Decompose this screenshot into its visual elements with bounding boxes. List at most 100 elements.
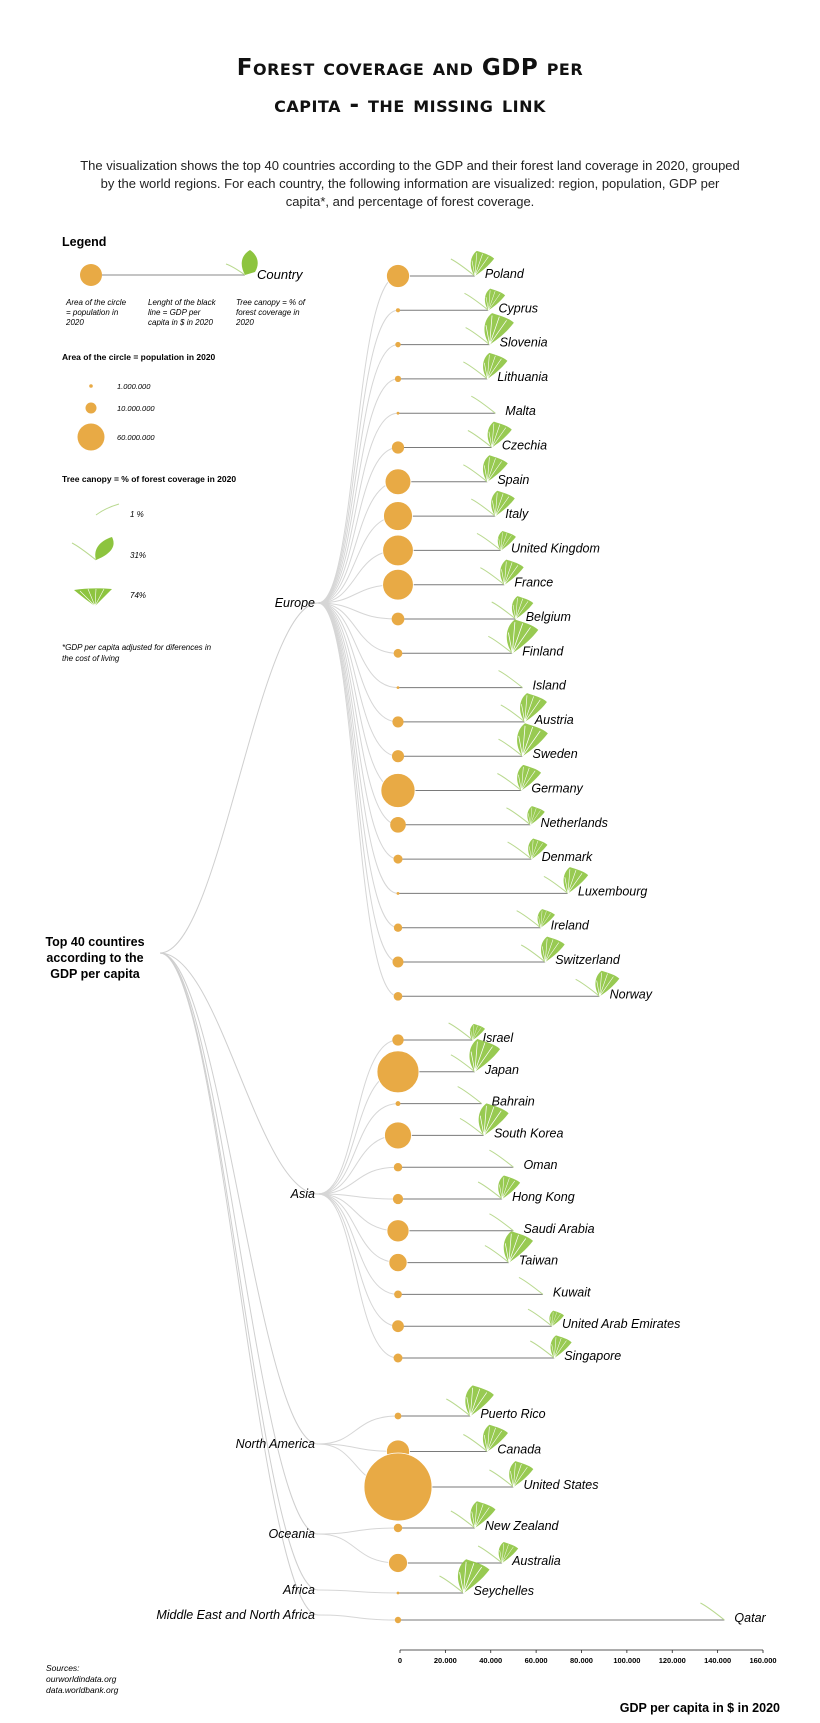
- legend-line-note-line1: Lenght of the black: [148, 298, 217, 307]
- population-circle: [388, 1553, 408, 1573]
- canopy-mark: [537, 909, 555, 928]
- region-country-link: [317, 602, 399, 620]
- region-country-link: [317, 602, 399, 894]
- legend-canopy-74pct-ribs: [79, 588, 105, 607]
- canopy-ribs: [470, 1041, 493, 1073]
- country-label: Lithuania: [497, 370, 548, 384]
- population-circle: [392, 956, 404, 968]
- x-axis: 0 20.000 40.000 60.000 80.000 100.000 120.000 1…: [398, 1649, 777, 1665]
- legend-canopy-note: Tree canopy = % of forest coverage in 20…: [235, 298, 307, 327]
- canopy-mark: [595, 970, 620, 997]
- sources-line-1: ourworldindata.org: [46, 1674, 117, 1684]
- canopy-ribs: [512, 597, 529, 620]
- country-label: Czechia: [502, 439, 547, 453]
- canopy-mark: [511, 596, 534, 620]
- population-circle: [392, 1193, 404, 1205]
- canopy-ribs: [470, 1025, 482, 1041]
- region-country-link: [317, 1193, 399, 1295]
- canopy-branch: [467, 430, 493, 448]
- region-country-link: [317, 602, 399, 654]
- canopy-ribs: [498, 532, 512, 551]
- canopy-ribs: [471, 1503, 490, 1529]
- country-label: Finland: [522, 644, 564, 658]
- canopy-branch: [543, 875, 569, 894]
- canopy-branch: [459, 1117, 485, 1136]
- legend-canopy-label-74pct: 74%: [130, 591, 146, 600]
- canopy-mark: [550, 1335, 572, 1359]
- canopy-branch: [477, 1545, 503, 1564]
- canopy-branch: [488, 635, 513, 654]
- population-circle: [393, 1523, 403, 1533]
- canopy-ribs: [479, 1105, 502, 1136]
- legend-canopy-1pct: [95, 503, 120, 516]
- region-label: Europe: [275, 596, 315, 610]
- region-country-link: [317, 602, 399, 997]
- country-label: Spain: [497, 473, 529, 487]
- canopy-branch: [484, 1245, 510, 1263]
- legend-canopy-note-line3: 2020: [235, 318, 254, 327]
- region-label: Middle East and North Africa: [156, 1608, 315, 1622]
- canopy-ribs: [521, 695, 541, 723]
- canopy-mark: [469, 1023, 486, 1041]
- root-region-link: [159, 952, 319, 1616]
- canopy-ribs: [596, 972, 614, 997]
- canopy-ribs: [528, 840, 543, 860]
- legend-population-title: Area of the circle = population in 2020: [62, 352, 216, 362]
- x-tick-label: 20.000: [434, 1656, 457, 1665]
- root-region-link: [159, 952, 319, 1535]
- legend-canopy-label-1pct: 1 %: [130, 510, 144, 519]
- region-label: North America: [236, 1437, 315, 1451]
- country-label: Italy: [505, 507, 529, 521]
- region-country-link: [317, 1166, 399, 1195]
- canopy-branch: [498, 670, 523, 688]
- canopy-branch: [450, 1510, 476, 1529]
- legend-title: Legend: [62, 235, 106, 249]
- region-country-link: [317, 1103, 399, 1195]
- population-circle: [390, 816, 406, 833]
- region-label: Oceania: [268, 1527, 315, 1541]
- population-circle: [395, 308, 401, 313]
- x-tick-label: 0: [398, 1656, 402, 1665]
- region-country-link: [317, 1193, 399, 1200]
- canopy-branch: [457, 1086, 482, 1104]
- region-country-link: [317, 1527, 399, 1535]
- canopy-branch: [450, 1054, 476, 1073]
- canopy-ribs: [538, 910, 551, 928]
- population-circle: [393, 991, 403, 1001]
- country-label: Japan: [484, 1063, 519, 1077]
- canopy-mark: [497, 530, 516, 551]
- region-country-link: [317, 1614, 399, 1621]
- population-circle: [384, 1121, 412, 1150]
- canopy-ribs: [459, 1561, 483, 1594]
- canopy-branch: [489, 1469, 514, 1488]
- page-title-line-1: Forest coverage and GDP per: [236, 55, 584, 81]
- region-country-link: [317, 344, 399, 604]
- canopy-mark: [487, 421, 512, 448]
- population-circle: [393, 648, 403, 658]
- legend-footnote-line2: the cost of living: [62, 654, 120, 663]
- region-country-link: [317, 1589, 399, 1594]
- region-label: Asia: [290, 1187, 315, 1201]
- region-country-link: [317, 378, 399, 604]
- canopy-branch: [463, 361, 488, 380]
- canopy-ribs: [485, 290, 501, 311]
- x-tick-label: 80.000: [570, 1656, 593, 1665]
- canopy-mark: [520, 693, 547, 723]
- canopy-ribs: [492, 492, 510, 517]
- canopy-branch: [527, 1308, 553, 1327]
- country-label: Hong Kong: [512, 1190, 575, 1204]
- canopy-branch: [520, 944, 546, 963]
- canopy-mark: [503, 1231, 534, 1263]
- legend-circle-note-line1: Area of the circle: [65, 298, 127, 307]
- canopy-ribs: [518, 766, 536, 791]
- country-label: Bahrain: [492, 1095, 535, 1109]
- canopy-mark: [469, 1039, 501, 1073]
- country-label: Netherlands: [540, 816, 607, 830]
- canopy-ribs: [541, 938, 560, 963]
- region-country-link: [317, 309, 399, 604]
- canopy-mark: [506, 619, 539, 654]
- canopy-ribs: [504, 1233, 527, 1263]
- region-country-link: [317, 481, 399, 604]
- canopy-mark: [470, 250, 495, 277]
- population-circle: [393, 923, 403, 932]
